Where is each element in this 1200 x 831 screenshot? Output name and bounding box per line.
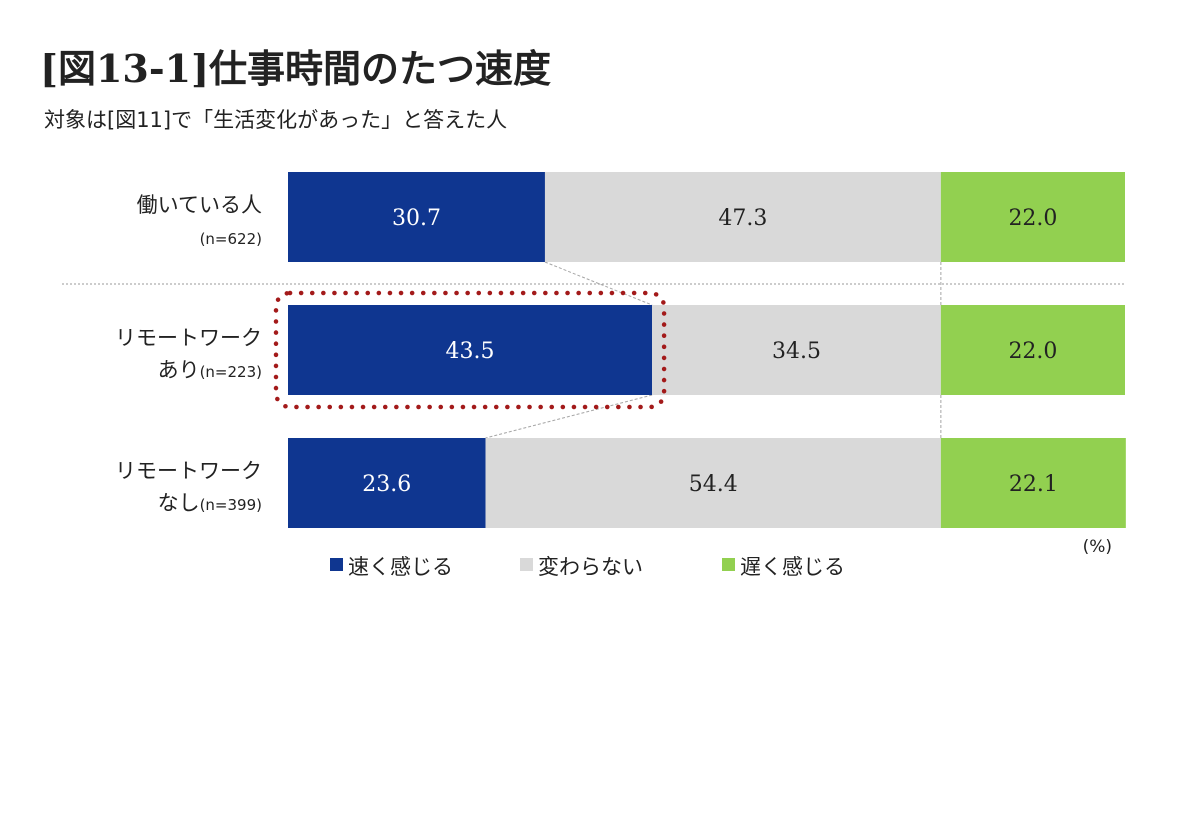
bar-segment-1-2 (544, 172, 941, 262)
bar-segment-2-2 (652, 305, 941, 395)
data-label: 47.3 (718, 206, 767, 231)
bar-segment-1-1 (288, 172, 545, 262)
series-connector-line (485, 394, 653, 439)
legend-swatch (330, 558, 343, 571)
chart-title: [図13-1]仕事時間のたつ速度 (40, 46, 552, 91)
bar-segment-1-3 (940, 172, 1125, 262)
category-sublabel: あり(n=223) (158, 358, 262, 382)
category-label: リモートワーク (115, 326, 262, 350)
legend-label: 速く感じる (348, 555, 453, 579)
series-connector-line (544, 261, 653, 306)
data-label: 43.5 (446, 339, 495, 364)
legend-label: 変わらない (538, 555, 643, 579)
data-label: 22.1 (1009, 472, 1058, 497)
data-label: 22.0 (1008, 339, 1057, 364)
category-n: (n=622) (200, 230, 262, 248)
category-line2: あり (158, 358, 200, 382)
bar-segment-3-1 (288, 438, 486, 528)
category-label: リモートワーク (115, 459, 262, 483)
bar-segment-3-3 (940, 438, 1126, 528)
bar-segment-2-1 (288, 305, 653, 395)
category-line2: なし (158, 491, 200, 515)
legend-label: 遅く感じる (740, 555, 845, 579)
category-n: (n=223) (200, 363, 262, 381)
category-label: 働いている人 (137, 193, 262, 217)
bar-segment-2-3 (940, 305, 1125, 395)
category-sublabel: なし(n=399) (158, 491, 262, 515)
chart-subtitle: 対象は[図11]で「生活変化があった」と答えた人 (44, 108, 508, 132)
data-label: 23.6 (362, 472, 411, 497)
data-label: 22.0 (1008, 206, 1057, 231)
legend-swatch (722, 558, 735, 571)
data-label: 30.7 (392, 206, 441, 231)
data-label: 34.5 (772, 339, 821, 364)
bar-segment-3-2 (485, 438, 941, 528)
unit-label: (%) (1083, 537, 1112, 557)
legend-swatch (520, 558, 533, 571)
category-n: (n=399) (200, 496, 262, 514)
data-label: 54.4 (689, 472, 738, 497)
